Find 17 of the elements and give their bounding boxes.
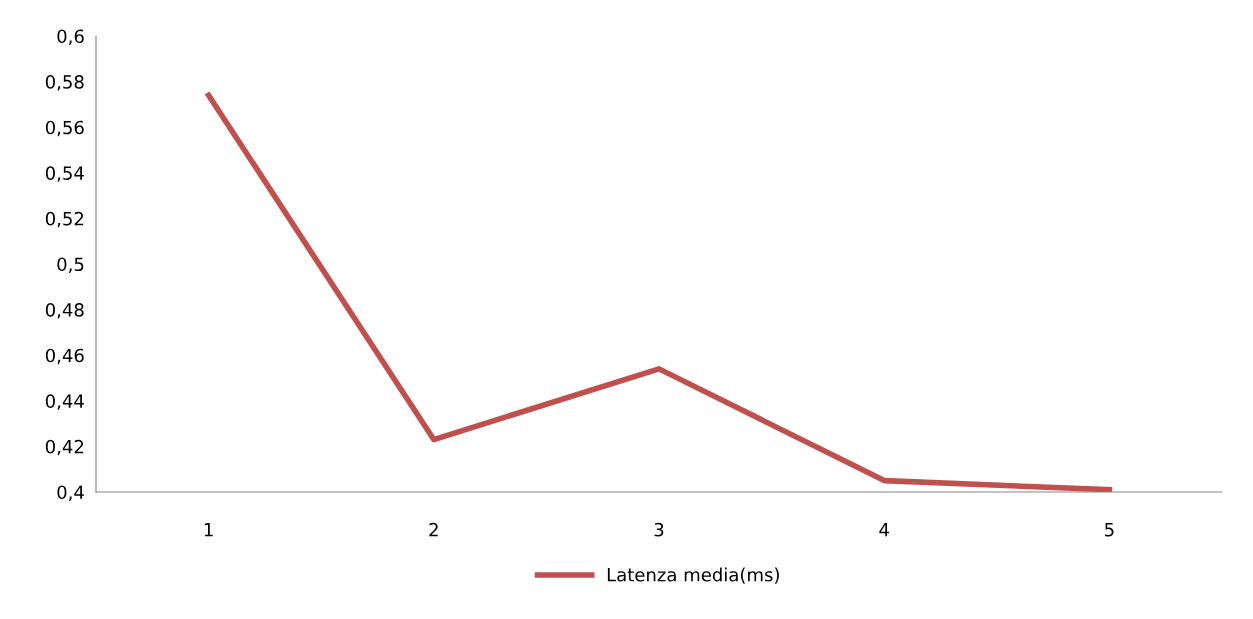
y-tick-label: 0,46 bbox=[45, 348, 84, 365]
y-tick-label: 0,5 bbox=[57, 257, 84, 273]
y-tick-label: 0,42 bbox=[45, 439, 84, 456]
y-tick-label: 0,48 bbox=[45, 303, 84, 319]
y-tick-label: 0,58 bbox=[45, 75, 84, 91]
x-tick-label: 5 bbox=[1105, 523, 1114, 537]
y-tick-label: 0,56 bbox=[45, 120, 84, 137]
y-tick-label: 0,44 bbox=[45, 394, 84, 410]
x-tick-label: 4 bbox=[879, 523, 889, 537]
x-tick-label: 1 bbox=[204, 523, 213, 537]
y-tick-label: 0,54 bbox=[45, 166, 84, 182]
x-tick-label: 2 bbox=[429, 522, 438, 537]
y-tick-label: 0,4 bbox=[57, 485, 84, 501]
legend-label: Latenza media(ms) bbox=[607, 567, 779, 584]
y-tick-label: 0,6 bbox=[57, 29, 84, 45]
y-tick-label: 0,52 bbox=[45, 211, 84, 228]
x-tick-label: 3 bbox=[654, 522, 664, 537]
